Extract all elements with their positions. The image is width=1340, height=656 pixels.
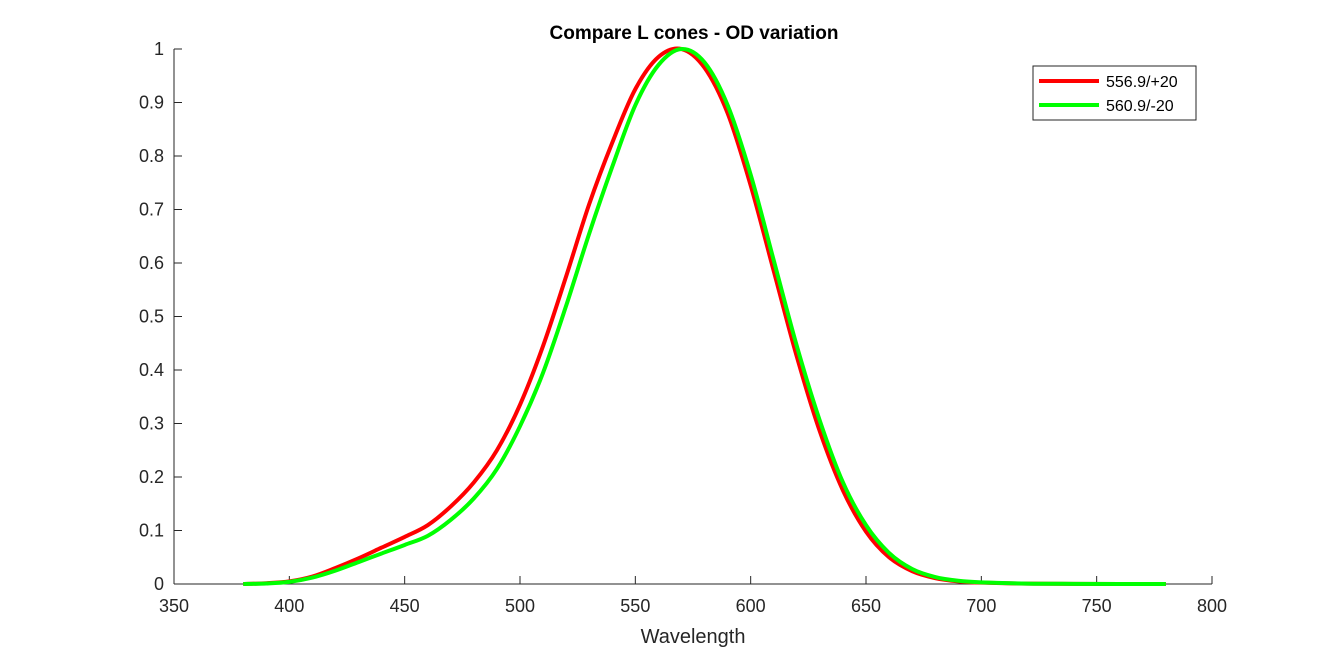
y-tick-label: 0.2 <box>139 467 164 487</box>
x-tick-label: 350 <box>159 596 189 616</box>
x-tick-label: 600 <box>736 596 766 616</box>
series-layer <box>243 46 1166 586</box>
legend-label-2: 560.9/-20 <box>1106 98 1174 115</box>
y-tick-label: 0.5 <box>139 307 164 327</box>
chart-title: Compare L cones - OD variation <box>550 23 839 44</box>
x-tick-label: 750 <box>1082 596 1112 616</box>
y-tick-label: 0.7 <box>139 200 164 220</box>
x-axis: 350 400 450 500 550 600 650 700 750 800 <box>159 576 1227 616</box>
x-tick-label: 700 <box>966 596 996 616</box>
y-tick-label: 0.6 <box>139 253 164 273</box>
y-tick-label: 0.1 <box>139 521 164 541</box>
x-axis-title: Wavelength <box>641 626 746 648</box>
y-tick-label: 0.9 <box>139 93 164 113</box>
x-tick-label: 650 <box>851 596 881 616</box>
y-tick-label: 0.3 <box>139 414 164 434</box>
plot-area <box>174 49 1212 584</box>
series-line-2 <box>243 46 1166 586</box>
y-tick-label: 0.8 <box>139 146 164 166</box>
legend-label-1: 556.9/+20 <box>1106 74 1178 91</box>
x-tick-label: 450 <box>390 596 420 616</box>
y-tick-label: 0.4 <box>139 360 164 380</box>
x-tick-label: 800 <box>1197 596 1227 616</box>
y-tick-label: 0 <box>154 574 164 594</box>
x-tick-label: 400 <box>274 596 304 616</box>
legend: 556.9/+20 560.9/-20 <box>1032 65 1197 121</box>
x-tick-label: 500 <box>505 596 535 616</box>
y-axis: 0 0.1 0.2 0.3 0.4 0.5 0.6 0.7 0.8 0.9 1 <box>139 39 182 594</box>
y-tick-label: 1 <box>154 39 164 59</box>
legend-box <box>1032 65 1197 121</box>
x-tick-label: 550 <box>620 596 650 616</box>
